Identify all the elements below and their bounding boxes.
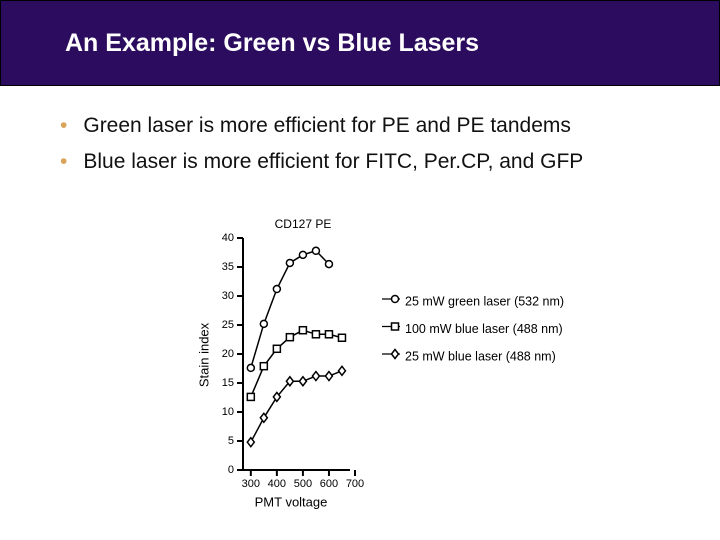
marker xyxy=(259,412,269,424)
marker xyxy=(272,284,282,294)
y-tick-label: 25 xyxy=(222,319,234,331)
x-tick-label: 600 xyxy=(320,478,338,490)
legend-label: 25 mW blue laser (488 nm) xyxy=(405,349,556,363)
y-tick-label: 10 xyxy=(222,406,234,418)
marker xyxy=(324,370,334,382)
marker xyxy=(324,259,334,269)
x-axis-label: PMT voltage xyxy=(255,494,328,509)
x-tick-label: 700 xyxy=(346,478,364,490)
marker xyxy=(311,370,321,382)
y-tick-label: 20 xyxy=(222,348,234,360)
marker xyxy=(390,348,400,360)
marker xyxy=(272,391,282,403)
marker xyxy=(311,246,321,256)
x-tick-label: 500 xyxy=(294,478,312,490)
marker xyxy=(246,392,256,402)
bullet: • Green laser is more efficient for PE an… xyxy=(60,114,571,137)
marker xyxy=(285,375,295,387)
marker xyxy=(337,333,347,343)
series-line xyxy=(250,249,330,369)
marker xyxy=(390,322,400,331)
legend-label: 100 mW blue laser (488 nm) xyxy=(405,322,563,336)
y-tick-label: 5 xyxy=(228,435,234,447)
y-tick-label: 30 xyxy=(222,290,234,302)
chart-title: CD127 PE xyxy=(275,217,332,231)
marker xyxy=(298,375,308,387)
marker xyxy=(324,330,334,339)
slide-title: An Example: Green vs Blue Lasers xyxy=(65,29,480,57)
y-tick-label: 35 xyxy=(222,261,234,273)
bullet-text: Green laser is more efficient for PE and… xyxy=(83,114,571,137)
marker xyxy=(259,319,269,329)
header: An Example: Green vs Blue Lasers xyxy=(0,0,720,86)
marker xyxy=(285,332,295,342)
marker xyxy=(298,250,308,260)
marker xyxy=(246,436,256,448)
y-axis-label: Stain index xyxy=(196,322,211,387)
series-line xyxy=(250,370,343,443)
marker xyxy=(259,361,269,371)
marker xyxy=(298,325,308,335)
y-tick-label: 40 xyxy=(222,232,234,244)
bullet: • Blue laser is more efficient for FITC, … xyxy=(60,150,584,173)
legend-label: 25 mW green laser (532 nm) xyxy=(405,294,564,308)
y-tick-label: 0 xyxy=(228,464,234,476)
x-tick-label: 300 xyxy=(242,478,260,490)
marker xyxy=(337,365,347,377)
marker xyxy=(272,344,282,354)
bullet-text: Blue laser is more efficient for FITC, P… xyxy=(83,150,584,173)
marker xyxy=(285,258,295,268)
marker xyxy=(390,294,400,304)
marker xyxy=(311,330,321,339)
marker xyxy=(246,363,256,373)
y-tick-label: 15 xyxy=(222,377,234,389)
x-tick-label: 400 xyxy=(268,478,286,490)
